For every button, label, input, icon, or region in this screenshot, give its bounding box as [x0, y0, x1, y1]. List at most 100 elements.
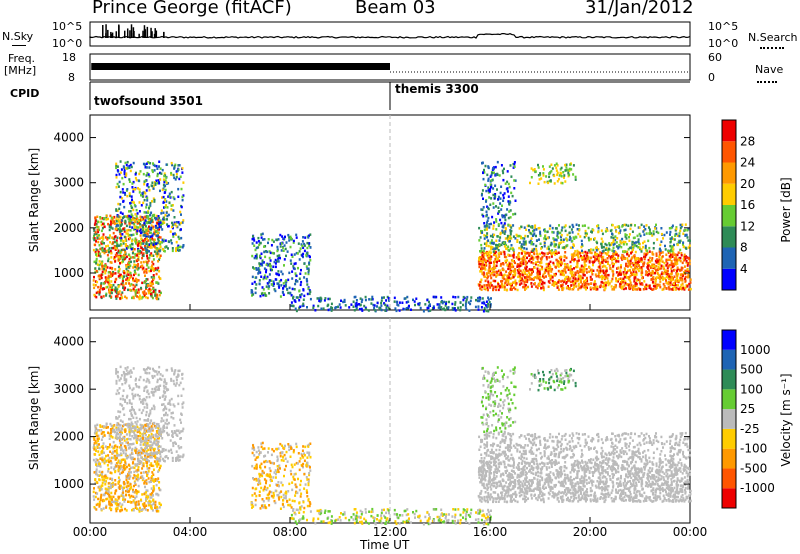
power-cell [638, 278, 641, 282]
power-cell [617, 247, 620, 250]
power-cell [544, 235, 546, 238]
power-cell [491, 215, 494, 219]
power-cell [254, 248, 257, 252]
power-cell [253, 256, 256, 260]
power-cell [101, 235, 104, 239]
power-cell [163, 174, 166, 178]
power-cell [151, 219, 153, 222]
power-cell [292, 239, 295, 243]
power-cell [581, 251, 584, 254]
power-cell [149, 221, 152, 225]
power-cell [495, 264, 498, 267]
power-cell [536, 270, 539, 273]
velocity-cell [93, 498, 96, 501]
power-cell [512, 275, 515, 279]
power-cell [123, 270, 125, 273]
power-cell [650, 232, 653, 235]
power-cell [142, 234, 145, 237]
power-cell [492, 265, 495, 269]
power-cell [612, 273, 615, 276]
power-cell [627, 269, 630, 272]
velocity-cell [149, 496, 152, 499]
power-cell [553, 243, 556, 246]
power-cell [316, 297, 319, 300]
power-cell [491, 268, 494, 271]
power-cell [507, 282, 510, 285]
power-cell [181, 198, 184, 202]
power-cell [137, 243, 140, 246]
velocity-cell [99, 488, 102, 491]
power-cell [686, 268, 689, 271]
velocity-cell [124, 460, 127, 463]
power-cell [131, 198, 133, 201]
velocity-cell [93, 444, 95, 447]
power-cell [500, 282, 503, 286]
power-cell [619, 277, 622, 280]
power-cell [446, 306, 448, 310]
power-cell [663, 267, 666, 271]
power-cell [620, 278, 623, 282]
power-cell [572, 253, 575, 256]
power-cell [167, 182, 170, 185]
power-cell [251, 289, 253, 293]
power-cell [579, 254, 582, 258]
power-cell [617, 278, 620, 281]
power-cell [512, 273, 515, 277]
power-cell [145, 220, 148, 224]
power-cell [491, 246, 494, 249]
power-cell [560, 258, 563, 261]
power-cell [298, 250, 301, 253]
power-cell [572, 173, 575, 176]
velocity-cell [153, 440, 156, 443]
power-cell [542, 172, 545, 175]
power-cell [645, 283, 648, 287]
power-cell [509, 216, 512, 219]
power-cell [267, 287, 270, 290]
power-cell [528, 254, 531, 257]
velocity-cell [150, 464, 153, 467]
power-cell [637, 240, 640, 244]
power-cell [560, 229, 563, 232]
power-cell [302, 252, 305, 256]
power-cell [162, 217, 165, 221]
velocity-cell [147, 448, 150, 452]
power-cell [571, 273, 574, 277]
power-cell [501, 169, 504, 173]
power-cell [678, 256, 681, 260]
power-cell [574, 277, 577, 280]
power-cell [277, 260, 280, 263]
power-cell [647, 267, 650, 270]
power-cell [500, 273, 503, 276]
power-cell [117, 202, 120, 206]
power-cell [679, 226, 682, 230]
power-cell [652, 230, 655, 233]
power-cell [550, 163, 553, 166]
power-cell [518, 227, 521, 230]
velocity-cell [107, 458, 110, 462]
power-cell [530, 242, 533, 246]
power-cell [532, 262, 535, 265]
power-cell [103, 269, 106, 272]
power-cell [274, 278, 277, 281]
power-cell [676, 269, 678, 273]
velocity-cell [147, 470, 150, 473]
velocity-cell [141, 478, 144, 482]
power-cell [630, 246, 633, 249]
power-cell [632, 248, 634, 251]
power-cell [93, 293, 96, 297]
power-cell [619, 269, 622, 272]
power-cell [113, 245, 116, 248]
power-cell [548, 227, 551, 230]
power-cell [632, 272, 635, 276]
power-cell [680, 278, 683, 282]
power-cell [467, 301, 470, 304]
velocity-cell [125, 474, 128, 478]
power-cell [667, 265, 670, 268]
power-cell [115, 241, 118, 245]
power-cell [589, 248, 592, 251]
power-cell [108, 228, 111, 232]
velocity-cell [137, 508, 140, 511]
power-cell [482, 177, 485, 181]
power-cell [502, 178, 505, 182]
power-cell [503, 192, 506, 195]
